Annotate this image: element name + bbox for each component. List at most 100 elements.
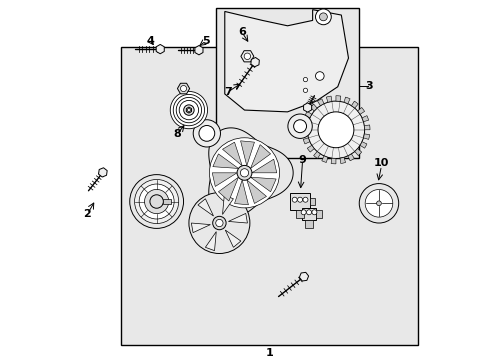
Polygon shape [344, 97, 349, 104]
Polygon shape [191, 223, 210, 233]
Circle shape [180, 86, 186, 91]
Circle shape [317, 112, 353, 148]
Circle shape [315, 9, 330, 25]
Text: 7: 7 [224, 87, 231, 97]
Circle shape [176, 98, 201, 123]
Polygon shape [330, 158, 335, 164]
Circle shape [139, 184, 174, 219]
Circle shape [303, 197, 307, 202]
Polygon shape [339, 157, 345, 163]
Polygon shape [306, 145, 314, 152]
Polygon shape [354, 149, 361, 156]
Circle shape [170, 91, 207, 129]
Bar [215, 8, 359, 158]
Polygon shape [363, 134, 369, 139]
Bar [290, 193, 309, 211]
Polygon shape [212, 154, 238, 168]
Polygon shape [361, 116, 368, 122]
Polygon shape [347, 154, 354, 161]
Circle shape [244, 53, 250, 59]
Polygon shape [222, 195, 233, 215]
Polygon shape [222, 142, 242, 166]
Circle shape [212, 216, 225, 230]
Polygon shape [250, 145, 270, 168]
Polygon shape [212, 173, 237, 186]
Bar [296, 211, 303, 219]
Polygon shape [325, 96, 331, 102]
Circle shape [134, 179, 178, 224]
Polygon shape [302, 120, 308, 126]
Polygon shape [351, 101, 358, 108]
Bar [163, 199, 170, 204]
Text: 6: 6 [238, 27, 245, 37]
Circle shape [150, 195, 163, 208]
Polygon shape [156, 44, 164, 54]
Circle shape [215, 219, 223, 227]
Polygon shape [251, 159, 276, 173]
Polygon shape [177, 83, 189, 94]
Circle shape [240, 169, 248, 177]
Circle shape [183, 105, 194, 115]
Text: 8: 8 [173, 129, 181, 139]
Polygon shape [364, 125, 369, 130]
Circle shape [315, 72, 324, 80]
Polygon shape [198, 199, 213, 216]
Polygon shape [234, 180, 248, 205]
Circle shape [287, 114, 312, 138]
Circle shape [129, 175, 183, 228]
Polygon shape [301, 130, 307, 135]
Circle shape [359, 184, 398, 223]
Circle shape [319, 13, 326, 21]
Text: 5: 5 [202, 36, 209, 46]
Polygon shape [317, 99, 324, 105]
Polygon shape [241, 51, 253, 62]
Text: 4: 4 [146, 36, 154, 46]
Polygon shape [186, 107, 191, 113]
Polygon shape [303, 138, 309, 144]
Circle shape [199, 126, 214, 141]
Circle shape [301, 210, 305, 215]
Text: 9: 9 [298, 155, 306, 165]
Circle shape [193, 120, 220, 147]
Circle shape [209, 138, 279, 208]
Polygon shape [225, 230, 241, 247]
Text: 10: 10 [373, 158, 388, 168]
Circle shape [179, 100, 198, 120]
Circle shape [187, 109, 190, 112]
Polygon shape [321, 156, 327, 162]
Circle shape [297, 197, 302, 202]
Polygon shape [357, 108, 364, 114]
Polygon shape [359, 142, 366, 148]
Circle shape [306, 210, 311, 215]
Polygon shape [218, 177, 238, 201]
Bar [316, 211, 321, 218]
Polygon shape [303, 103, 311, 112]
Text: 1: 1 [265, 348, 273, 358]
Bar [305, 220, 312, 228]
Circle shape [293, 120, 306, 132]
Bar [121, 47, 418, 345]
Circle shape [173, 94, 204, 126]
Text: 3: 3 [365, 81, 372, 91]
Circle shape [292, 197, 297, 202]
Circle shape [237, 165, 251, 180]
Polygon shape [246, 180, 266, 203]
Polygon shape [305, 111, 311, 118]
Polygon shape [228, 213, 247, 223]
Bar [301, 208, 316, 220]
Bar [309, 198, 315, 205]
Polygon shape [205, 231, 216, 251]
Text: 2: 2 [83, 209, 91, 219]
Polygon shape [208, 128, 293, 218]
Polygon shape [335, 96, 340, 102]
Circle shape [303, 77, 307, 82]
Polygon shape [313, 152, 320, 158]
Circle shape [376, 201, 381, 206]
Circle shape [311, 210, 316, 215]
Polygon shape [309, 104, 317, 111]
Circle shape [144, 189, 168, 213]
Circle shape [188, 193, 249, 253]
Polygon shape [299, 273, 308, 281]
Polygon shape [250, 58, 259, 67]
Polygon shape [250, 177, 276, 192]
